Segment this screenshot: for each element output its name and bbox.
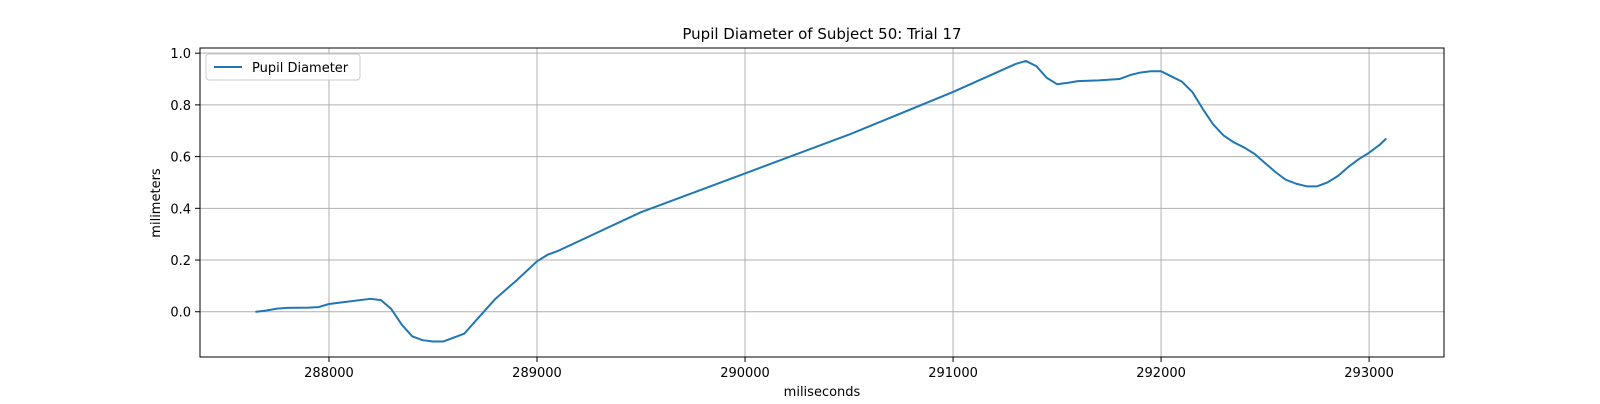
y-tick-label: 0.8 <box>170 99 191 114</box>
y-tick-label: 1.0 <box>170 47 191 62</box>
legend: Pupil Diameter <box>205 53 361 81</box>
y-tick-label: 0.4 <box>170 202 191 217</box>
x-tick-label: 290000 <box>720 366 770 381</box>
x-axis-label: miliseconds <box>784 385 861 400</box>
y-tick-label: 0.2 <box>170 254 191 269</box>
series-layer <box>255 59 1387 343</box>
plot-frame <box>199 47 1445 358</box>
x-axis-ticks: 288000 289000 290000 291000 292000 293000 <box>304 357 1394 381</box>
x-tick-label: 291000 <box>928 366 978 381</box>
grid <box>200 48 1444 357</box>
y-axis-ticks: 0.0 0.2 0.4 0.6 0.8 1.0 <box>170 47 200 321</box>
x-tick-label: 293000 <box>1344 366 1394 381</box>
legend-label-pupil-diameter: Pupil Diameter <box>252 61 349 76</box>
y-axis-label: milimeters <box>149 168 164 238</box>
y-tick-label: 0.6 <box>170 151 191 166</box>
series-line-pupil-diameter <box>255 59 1387 343</box>
axes: 288000 289000 290000 291000 292000 293000 0.0… <box>170 47 1445 381</box>
x-tick-label: 292000 <box>1136 366 1186 381</box>
x-tick-label: 288000 <box>304 366 354 381</box>
y-tick-label: 0.0 <box>170 306 191 321</box>
chart-title: Pupil Diameter of Subject 50: Trial 17 <box>682 25 961 43</box>
legend-box <box>205 53 361 81</box>
x-tick-label: 289000 <box>512 366 562 381</box>
